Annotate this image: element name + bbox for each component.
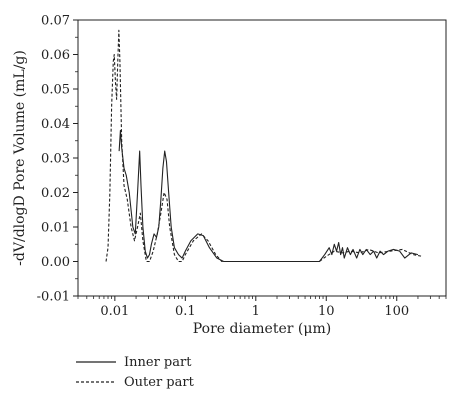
y-tick-label-2: 0.01 (41, 221, 70, 236)
y-axis: -0.01 0.00 0.01 0.02 0.03 0.04 0.05 0.06 0.07 (37, 14, 78, 305)
x-tick-label-3: 10 (318, 304, 335, 319)
legend: Inner part Outer part (76, 355, 195, 390)
x-tick-label-4: 100 (384, 304, 409, 319)
series-line-outer (105, 29, 423, 263)
x-tick-label-0: 0.01 (100, 304, 129, 319)
y-axis-title: -dV/dlogD Pore Volume (mL/g) (12, 50, 28, 266)
legend-label-inner: Inner part (124, 355, 192, 370)
y-tick-label-6: 0.05 (41, 83, 70, 98)
plot-frame (77, 19, 447, 297)
y-tick-label-7: 0.06 (41, 48, 70, 63)
x-tick-label-2: 1 (252, 304, 260, 319)
y-tick-label-0: -0.01 (37, 290, 70, 305)
plot-area (105, 29, 423, 263)
y-tick-label-8: 0.07 (41, 14, 70, 29)
y-tick-label-5: 0.04 (41, 117, 70, 132)
y-tick-label-1: 0.00 (41, 255, 70, 270)
y-tick-label-3: 0.02 (41, 186, 70, 201)
x-axis: 0.01 0.1 1 10 100 (77, 296, 447, 319)
series-line-inner (118, 129, 419, 263)
legend-label-outer: Outer part (124, 375, 195, 390)
x-tick-label-1: 0.1 (175, 304, 196, 319)
y-tick-label-4: 0.03 (41, 152, 70, 167)
x-axis-title: Pore diameter (μm) (193, 321, 331, 337)
